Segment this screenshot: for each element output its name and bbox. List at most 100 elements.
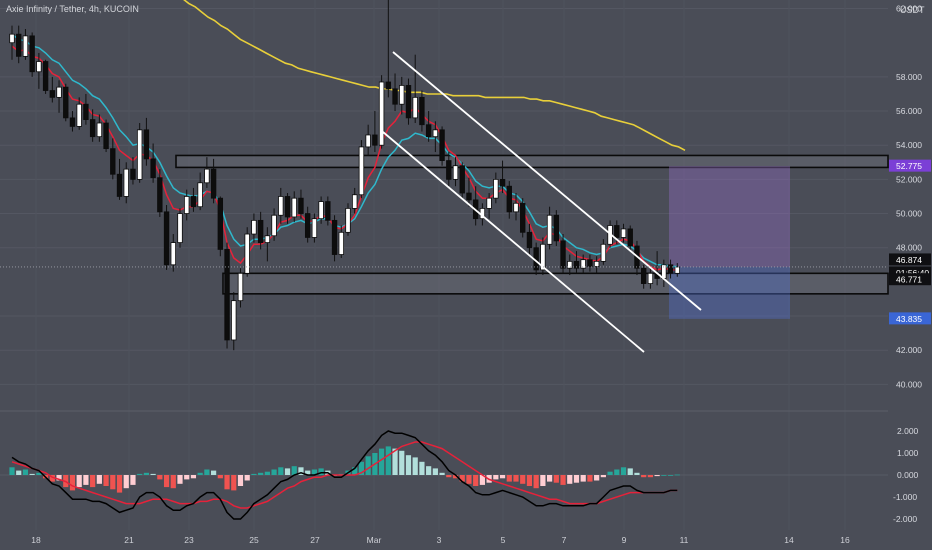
- position-profit-zone: [669, 166, 790, 267]
- zone-support: [222, 272, 889, 295]
- candles[interactable]: [9, 0, 680, 351]
- candle-body: [190, 196, 197, 208]
- price-tag: [889, 312, 931, 325]
- macd-histogram-bar: [553, 475, 559, 483]
- y-tick-label: 54.000: [896, 140, 922, 150]
- price-tag: [889, 159, 931, 172]
- candle-body: [49, 90, 56, 98]
- candle: [304, 206, 311, 243]
- x-tick-label: 11: [680, 535, 689, 545]
- y-tick-label: 48.000: [896, 243, 922, 253]
- candle-body: [385, 81, 392, 90]
- price-tag-label: 46.874: [896, 255, 922, 265]
- candle-body: [526, 231, 533, 249]
- candle: [674, 263, 680, 277]
- candle-body: [231, 300, 237, 341]
- candle: [298, 189, 304, 219]
- candle-body: [22, 35, 29, 57]
- macd-histogram-bar: [163, 475, 170, 488]
- candle: [197, 172, 203, 211]
- candle: [244, 227, 250, 277]
- macd-histogram-bar: [661, 475, 667, 476]
- candle: [338, 225, 344, 258]
- candle-body: [372, 134, 378, 146]
- candle-body: [378, 81, 385, 146]
- candle-body: [425, 124, 432, 138]
- candle: [378, 75, 385, 149]
- candle-body: [345, 208, 351, 233]
- macd-histogram-bar: [305, 470, 311, 475]
- candle: [647, 266, 654, 289]
- macd-histogram-bar: [647, 475, 653, 478]
- macd-histogram-bar: [271, 469, 277, 475]
- candle-body: [96, 122, 103, 138]
- macd-histogram-bar: [110, 475, 116, 490]
- candle-body: [560, 240, 566, 269]
- time-axis[interactable]: 18 21 23 25 27 Mar 3 5 7 9 11 14 16: [0, 531, 932, 550]
- candle: [284, 193, 291, 224]
- candle-body: [150, 158, 156, 179]
- macd-histogram-bar: [157, 475, 163, 480]
- macd-histogram-bar: [29, 473, 35, 475]
- candle: [493, 172, 499, 204]
- macd-histogram-bar: [520, 475, 526, 484]
- candle-body: [197, 182, 203, 208]
- candle: [224, 242, 230, 349]
- channel-lines[interactable]: [0, 51, 888, 353]
- candle-body: [392, 88, 398, 105]
- candle: [163, 205, 170, 270]
- candle-body: [640, 267, 647, 284]
- candle: [352, 187, 358, 214]
- macd-histogram-bar: [634, 472, 640, 475]
- position-tool[interactable]: [669, 166, 790, 319]
- candle: [217, 196, 224, 257]
- macd-histogram-bar: [654, 475, 660, 477]
- macd-histogram-bar: [143, 472, 149, 475]
- candle: [419, 90, 425, 132]
- x-tick-label: Mar: [367, 535, 382, 545]
- macd-histogram-bar: [237, 475, 244, 486]
- y-tick-label: 50.000: [896, 209, 922, 219]
- y-tick-label: 52.000: [896, 174, 922, 184]
- candle-body: [42, 61, 49, 91]
- macd-histogram-bar: [211, 470, 217, 475]
- macd-pane[interactable]: [0, 430, 888, 520]
- candle: [432, 121, 439, 153]
- macd-histogram-bar: [439, 472, 445, 475]
- candle: [520, 198, 526, 238]
- candle: [486, 193, 492, 219]
- macd-histogram-bar: [533, 475, 539, 489]
- candle-body: [365, 134, 371, 148]
- candle-body: [331, 219, 338, 255]
- macd-histogram-bar: [459, 475, 465, 482]
- candle-body: [116, 173, 123, 197]
- x-tick-label: 5: [501, 535, 506, 545]
- candle: [264, 227, 271, 262]
- candle: [365, 124, 371, 156]
- candle: [318, 196, 324, 224]
- candle: [291, 191, 297, 223]
- candle: [452, 157, 459, 187]
- candle-body: [325, 201, 331, 221]
- candle-body: [419, 96, 425, 126]
- currency-label[interactable]: USDT: [900, 5, 925, 15]
- macd-histogram-bar: [264, 471, 270, 475]
- candle: [331, 215, 338, 262]
- candle-body: [520, 202, 526, 233]
- macd-histogram-bar: [170, 475, 176, 489]
- candle: [184, 189, 190, 221]
- candle: [627, 225, 633, 252]
- x-tick-label: 25: [249, 535, 259, 545]
- candle: [69, 111, 76, 132]
- candle: [257, 211, 264, 250]
- candle-body: [278, 196, 284, 216]
- candle-body: [217, 197, 224, 250]
- candle: [385, 0, 392, 98]
- macd-histogram-bar: [278, 467, 284, 475]
- macd-histogram-bar: [96, 475, 102, 484]
- zone-resistance: [175, 154, 889, 169]
- candle: [466, 177, 472, 207]
- candle-body: [466, 192, 472, 201]
- candle: [130, 157, 136, 185]
